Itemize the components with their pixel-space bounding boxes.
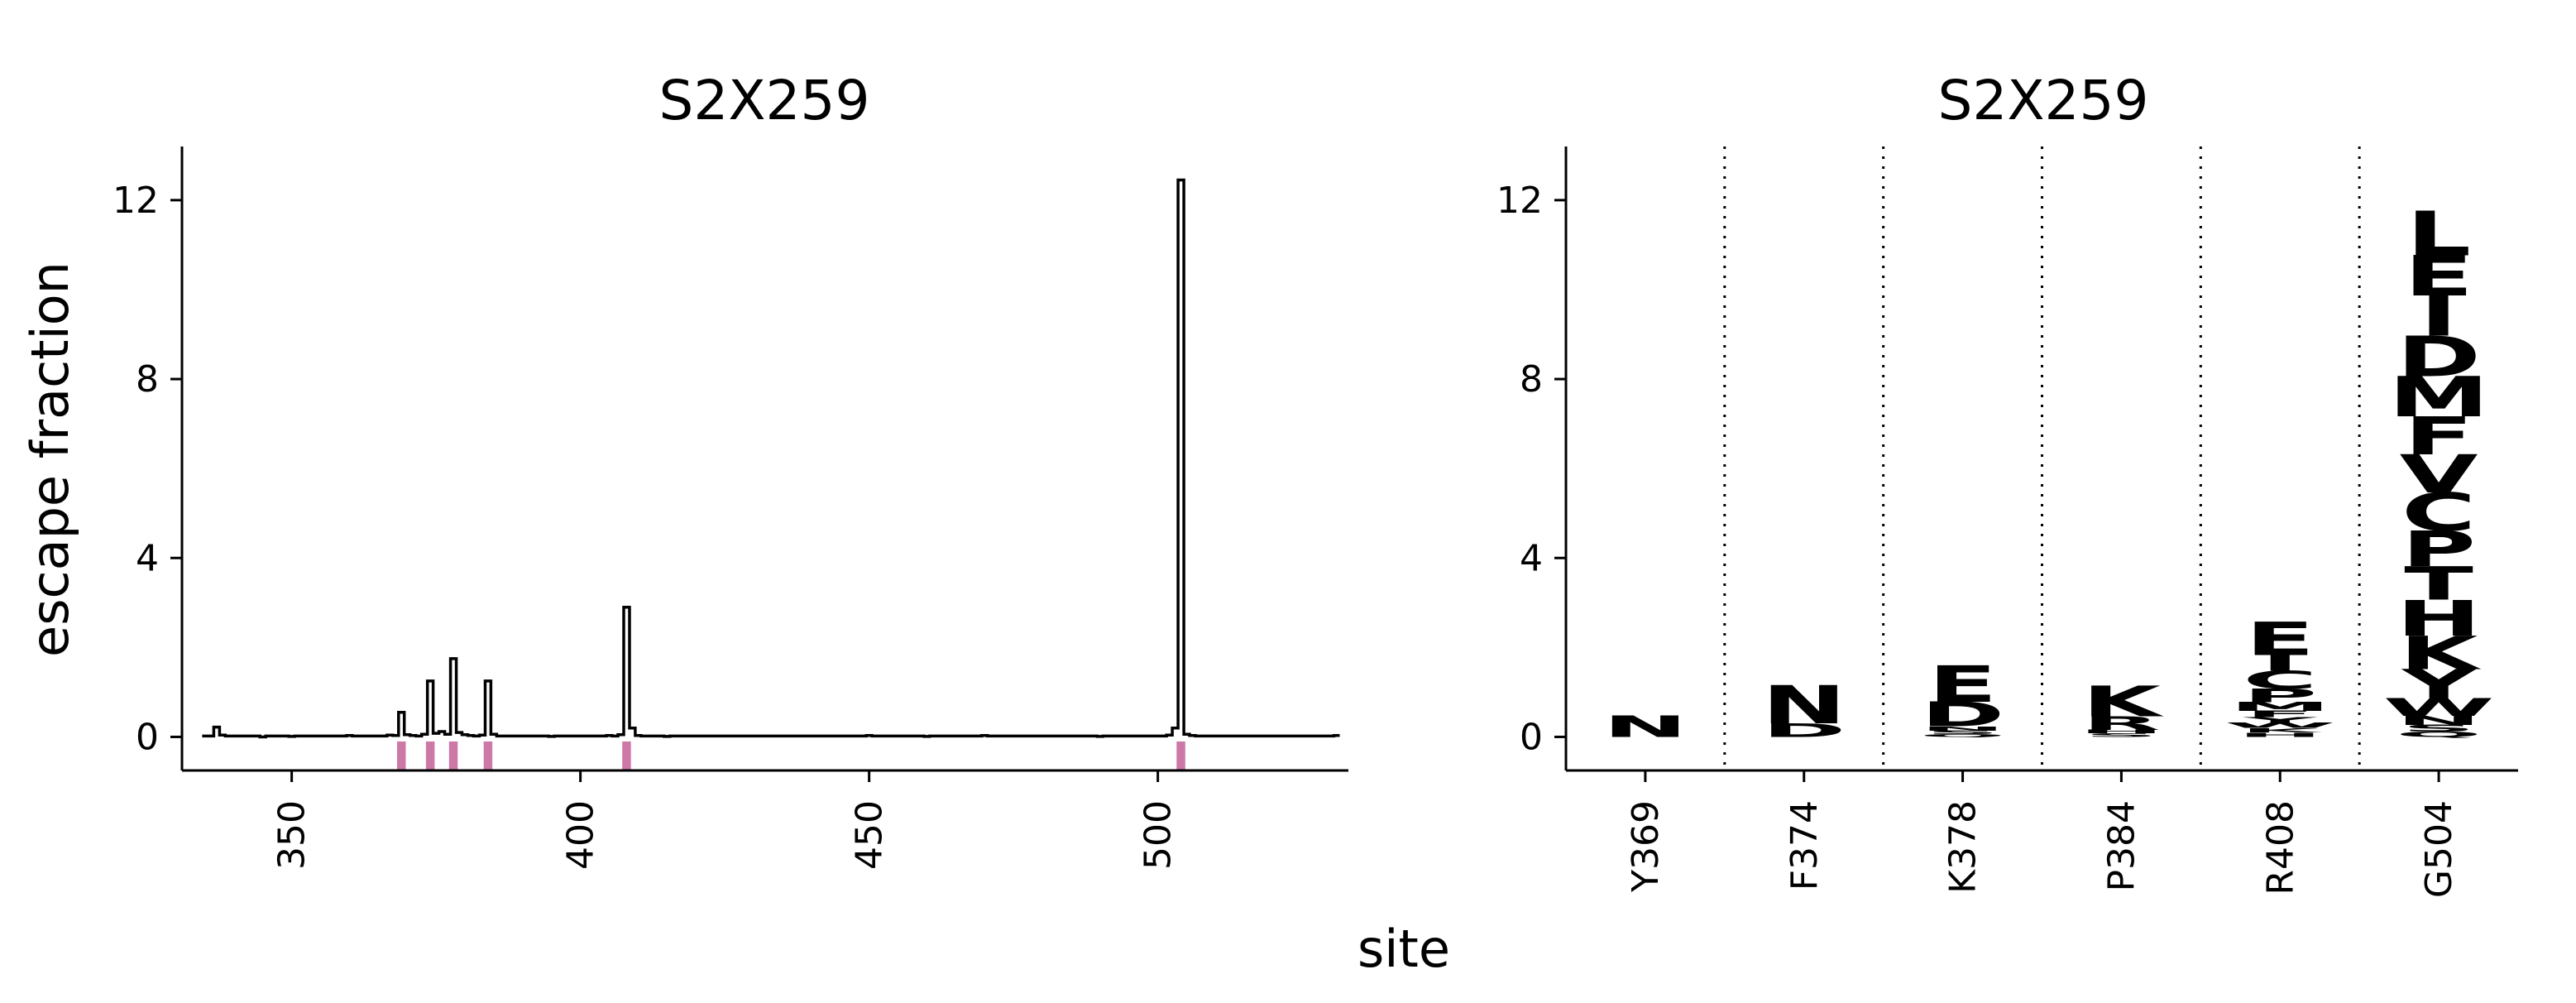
- logo-letter: P: [2243, 685, 2317, 707]
- logo-letter: L: [2406, 199, 2471, 270]
- logo-letter: K: [2082, 678, 2164, 727]
- logo-letter: H: [2238, 732, 2323, 739]
- logo-letter: W: [2382, 693, 2494, 722]
- logo-letter: S: [1926, 730, 1999, 736]
- shared-ylabel: escape fraction: [20, 262, 80, 657]
- highlighted-sites: [397, 741, 1185, 770]
- shared-xlabel: site: [1357, 919, 1450, 979]
- logo-letter: M: [2388, 365, 2489, 430]
- site-label: F374: [1784, 800, 1826, 890]
- right-panel-title: S2X259: [1937, 69, 2148, 132]
- site-label: G504: [2418, 800, 2460, 898]
- logo-letter: N: [1762, 675, 1847, 736]
- logo-letter: I: [2420, 285, 2458, 349]
- logo-letter: Q: [2396, 730, 2482, 738]
- highlight-mark-369: [397, 741, 406, 770]
- logo-letter: D: [2396, 325, 2481, 390]
- left-panel-title: S2X259: [658, 69, 869, 132]
- highlight-mark-374: [425, 741, 435, 770]
- right-x-ticks: Y369 F374 K378 P384 R408 G504: [1625, 770, 2460, 898]
- logo-letter: E: [2245, 613, 2315, 666]
- logo-letter: S: [2402, 723, 2475, 734]
- logo-letter: N: [2396, 713, 2482, 727]
- y-tick-label: 4: [136, 537, 159, 579]
- logo-stack-F374: DN: [1762, 675, 1847, 741]
- x-tick-label: 400: [560, 800, 602, 870]
- right-y-ticks: 0 4 8 12: [1496, 180, 1566, 758]
- site-escape-panel: S2X259 0 4 8 12 350 400 450 500: [113, 69, 1348, 870]
- highlight-mark-504: [1176, 741, 1185, 770]
- logo-letter: D: [1921, 695, 2005, 735]
- y-tick-label: 8: [1520, 358, 1543, 401]
- logo-letter: Y: [2243, 716, 2319, 724]
- logo-letter: C: [2401, 482, 2476, 543]
- y-tick-label: 12: [1496, 180, 1543, 222]
- logo-letter: K: [2241, 727, 2323, 734]
- highlight-mark-384: [483, 741, 493, 770]
- logo-letter: H: [2079, 729, 2164, 735]
- highlight-mark-378: [448, 741, 458, 770]
- logo-letter: Y: [2401, 661, 2477, 708]
- logo-letter: E: [2404, 245, 2473, 310]
- logo-letter: V: [2400, 444, 2478, 505]
- logo-letter: R: [2082, 713, 2160, 734]
- y-tick-label: 0: [1520, 716, 1543, 758]
- y-tick-label: 12: [113, 180, 159, 222]
- site-label: Y369: [1625, 800, 1667, 893]
- logo-letter: F: [2404, 406, 2473, 467]
- left-x-ticks: 350 400 450 500: [271, 770, 1180, 870]
- logo-letter: C: [2243, 666, 2317, 695]
- x-tick-label: 350: [271, 800, 314, 870]
- x-tick-label: 500: [1137, 800, 1180, 870]
- logo-letter: I: [2261, 651, 2299, 676]
- logo-letter: P: [2401, 521, 2476, 578]
- x-tick-label: 450: [849, 800, 891, 870]
- left-y-ticks: 0 4 8 12: [113, 180, 182, 758]
- logo-letter: Q: [1919, 733, 2005, 737]
- logo-plot-panel: S2X259 N DN QSNDESHRKHKWYFMPCIEQSNWYKHTPCV…: [1496, 69, 2518, 898]
- highlight-mark-408: [622, 741, 631, 770]
- logo-letter: N: [1603, 710, 1688, 744]
- logo-stack-Y369: N: [1603, 710, 1688, 744]
- logo-letter: S: [2085, 732, 2157, 738]
- y-tick-label: 8: [136, 358, 159, 401]
- logo-letter: K: [2400, 627, 2482, 680]
- escape-fraction-line: [202, 178, 1340, 739]
- logo-letter: F: [2245, 709, 2315, 719]
- y-tick-label: 4: [1520, 537, 1543, 579]
- site-label: R408: [2259, 800, 2301, 895]
- logo-letter: T: [2404, 558, 2473, 611]
- logo-letter: D: [1762, 720, 1846, 741]
- logo-letter: E: [1928, 655, 1998, 713]
- site-label: K378: [1942, 800, 1985, 894]
- logo-letter: N: [1920, 725, 2005, 732]
- y-tick-label: 0: [136, 716, 159, 758]
- logo-letter: M: [2229, 699, 2330, 713]
- logo-letter: H: [2396, 590, 2482, 647]
- site-label: P384: [2100, 800, 2143, 892]
- logo-letter: W: [2224, 722, 2336, 730]
